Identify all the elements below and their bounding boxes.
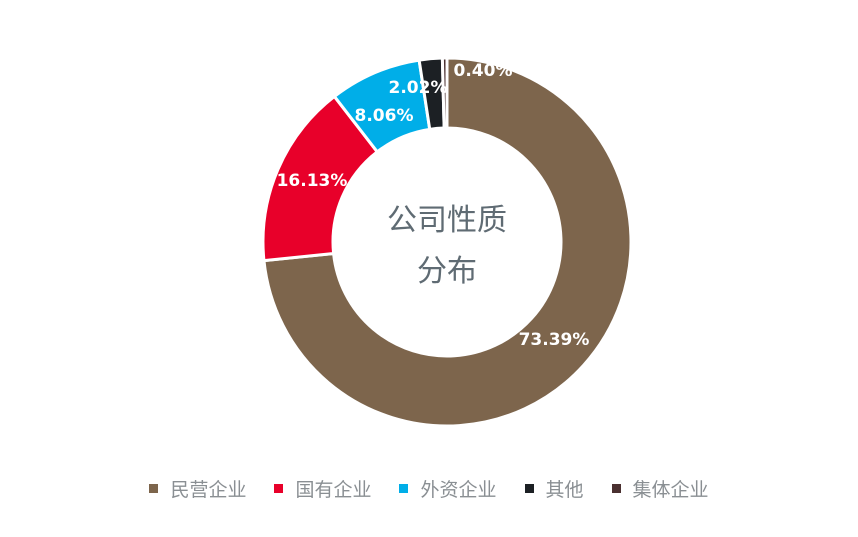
data-label: 8.06% <box>355 106 414 126</box>
legend: 民营企业 国有企业 外资企业 其他 集体企业 <box>0 475 858 502</box>
data-label: 16.13% <box>277 171 348 191</box>
legend-swatch <box>149 484 159 493</box>
data-label: 0.40% <box>454 61 513 81</box>
legend-item-collective[interactable]: 集体企业 <box>611 475 709 502</box>
donut-slice[interactable] <box>440 56 449 130</box>
legend-swatch <box>611 484 621 493</box>
legend-label: 外资企业 <box>420 479 497 501</box>
legend-item-private[interactable]: 民营企业 <box>149 475 246 502</box>
legend-label: 民营企业 <box>170 479 247 501</box>
legend-label: 国有企业 <box>295 479 372 501</box>
center-title-line-2: 分布 <box>417 254 477 289</box>
donut-slice[interactable] <box>262 56 633 428</box>
data-label: 2.02% <box>389 78 448 98</box>
donut-chart: 73.39% 16.13% 8.06% 2.02% 0.40% <box>261 56 633 428</box>
legend-swatch <box>524 484 534 493</box>
legend-item-foreign[interactable]: 外资企业 <box>399 475 497 502</box>
center-title-line-1: 公司性质 <box>387 203 507 238</box>
data-label: 73.39% <box>519 330 590 350</box>
legend-label: 集体企业 <box>632 479 709 501</box>
legend-swatch <box>274 484 284 493</box>
legend-label: 其他 <box>545 479 584 501</box>
legend-item-state-owned[interactable]: 国有企业 <box>274 475 371 502</box>
legend-swatch <box>399 484 409 493</box>
legend-item-other[interactable]: 其他 <box>524 475 584 502</box>
